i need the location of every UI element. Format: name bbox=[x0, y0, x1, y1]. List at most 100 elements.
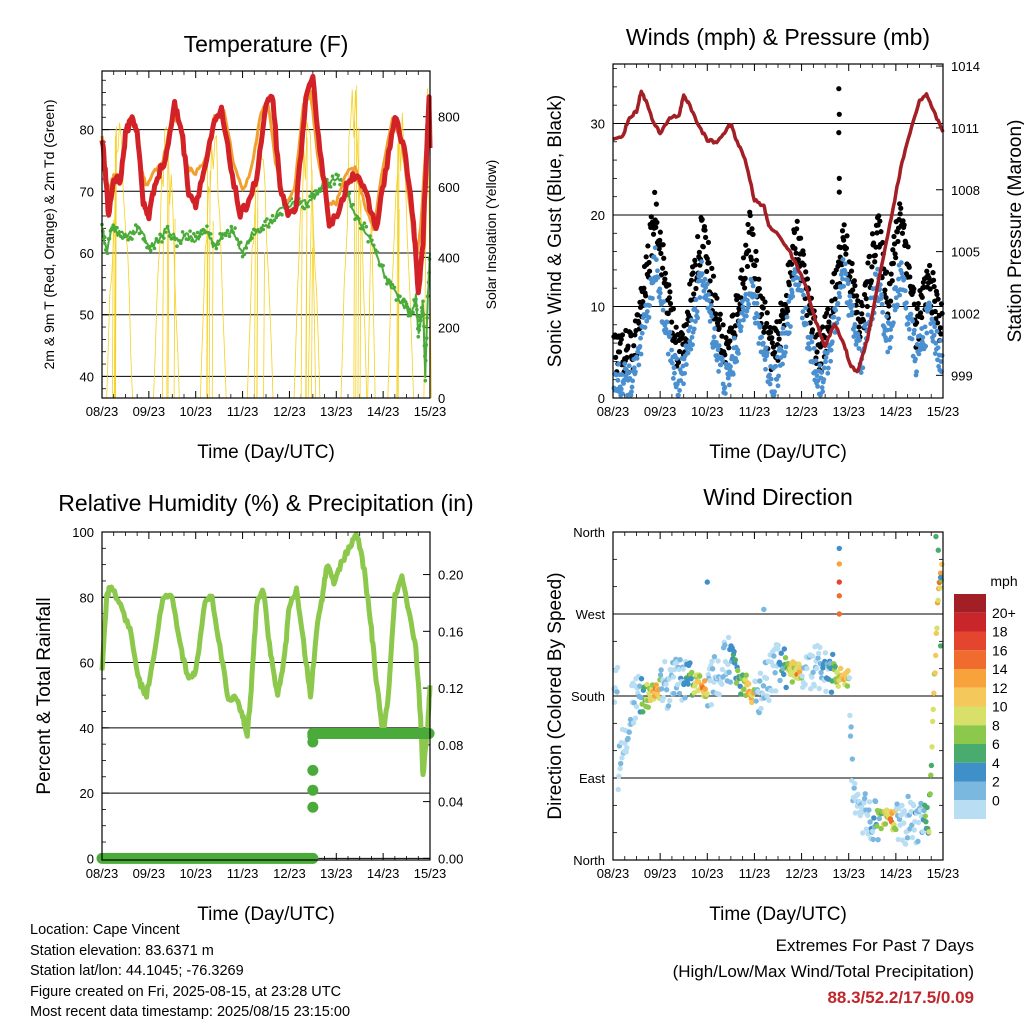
dewpoint-point bbox=[235, 237, 239, 241]
gust-series-point bbox=[880, 239, 886, 246]
gust-series-point bbox=[864, 303, 870, 310]
wind-series-point bbox=[702, 276, 708, 282]
temperature-y2tick-label: 200 bbox=[438, 321, 460, 336]
direction-point bbox=[830, 651, 836, 658]
wind-series-point bbox=[674, 356, 680, 361]
temperature-xtick-label: 14/23 bbox=[367, 404, 400, 419]
wind-series-point bbox=[857, 337, 862, 343]
solar-spike bbox=[115, 126, 117, 399]
wind-series-point bbox=[780, 325, 786, 331]
gust-series-point bbox=[890, 260, 897, 266]
dewpoint-point bbox=[261, 227, 265, 232]
wind-series-point bbox=[638, 335, 643, 341]
wind-series-point bbox=[638, 351, 644, 357]
speed-legend-swatch bbox=[954, 631, 986, 651]
dewpoint-point bbox=[332, 182, 337, 186]
wind_direction-title: Wind Direction bbox=[703, 484, 853, 510]
direction-point bbox=[709, 666, 716, 672]
direction-point bbox=[772, 670, 778, 676]
dewpoint-point bbox=[105, 251, 110, 256]
wind-series-point bbox=[893, 285, 899, 290]
gust-series-point bbox=[722, 352, 728, 358]
gust-series-point bbox=[753, 248, 759, 255]
dewpoint-point bbox=[186, 237, 191, 242]
dewpoint-point bbox=[229, 224, 234, 229]
direction-point bbox=[657, 672, 664, 678]
humidity-xlabel: Time (Day/UTC) bbox=[197, 904, 335, 925]
dewpoint-point bbox=[130, 237, 134, 241]
gust-series-point bbox=[635, 312, 641, 318]
dewpoint-point bbox=[139, 230, 144, 235]
dewpoint-point bbox=[182, 233, 187, 238]
gust-series-point bbox=[727, 338, 733, 344]
dewpoint-point bbox=[109, 227, 114, 232]
wind_direction-xtick-label: 13/23 bbox=[832, 866, 865, 881]
gust-series-point bbox=[804, 312, 810, 319]
gust-series-point bbox=[653, 224, 659, 230]
wind-series-point bbox=[790, 293, 796, 299]
direction-point bbox=[930, 706, 936, 713]
gust-series-point bbox=[661, 255, 667, 261]
wind-series-point bbox=[840, 257, 846, 262]
wind-series-point bbox=[916, 351, 922, 357]
dewpoint-point bbox=[143, 239, 147, 243]
temperature-xtick-label: 15/23 bbox=[414, 404, 447, 419]
wind-series-point bbox=[647, 303, 652, 308]
gust-series-point bbox=[899, 230, 906, 236]
gust-series-point bbox=[869, 231, 876, 237]
gust-series-point bbox=[707, 278, 713, 284]
humidity-y2tick-label: 0.00 bbox=[438, 851, 463, 866]
direction-point bbox=[617, 765, 623, 772]
wind-series-point bbox=[931, 332, 937, 338]
wind-series-point bbox=[891, 320, 896, 326]
dewpoint-point bbox=[177, 238, 181, 243]
dewpoint-point bbox=[280, 212, 284, 217]
gust-series-point bbox=[843, 251, 849, 257]
solar-spike bbox=[355, 85, 358, 399]
gust-series-point bbox=[699, 216, 705, 223]
direction-point bbox=[935, 597, 941, 604]
direction-point bbox=[928, 772, 934, 778]
direction-point bbox=[662, 658, 668, 665]
dewpoint-point bbox=[404, 302, 409, 306]
wind-series-point bbox=[716, 343, 722, 349]
winds-xtick-label: 09/23 bbox=[644, 404, 677, 419]
gust-series-point bbox=[861, 291, 868, 298]
wind-series-point bbox=[763, 366, 768, 372]
gust-series-point bbox=[848, 268, 855, 274]
wind-series-point bbox=[823, 355, 829, 360]
dewpoint-point bbox=[392, 285, 397, 290]
wind-series-point bbox=[858, 370, 864, 376]
direction-point bbox=[674, 681, 681, 688]
direction-point bbox=[899, 802, 905, 809]
wind-series-point bbox=[646, 315, 652, 320]
speed-legend-label: 2 bbox=[992, 774, 1000, 790]
solar-spike bbox=[300, 211, 303, 399]
wind-series-point bbox=[699, 271, 705, 277]
dewpoint-point bbox=[103, 235, 107, 240]
gust-series-point bbox=[851, 278, 857, 284]
direction-point bbox=[756, 709, 762, 716]
direction-point bbox=[832, 663, 838, 670]
wind-series-point bbox=[695, 315, 701, 321]
direction-point bbox=[858, 804, 865, 811]
dewpoint-point bbox=[319, 186, 324, 191]
gust-series-point bbox=[667, 289, 673, 295]
direction-point bbox=[937, 643, 944, 649]
gust-series-point bbox=[883, 294, 889, 301]
gust-series-point bbox=[887, 298, 894, 304]
dewpoint-point bbox=[220, 236, 224, 240]
dewpoint-point bbox=[192, 231, 196, 236]
wind-series-point bbox=[749, 279, 755, 285]
direction-point bbox=[835, 683, 841, 689]
gust-series-point bbox=[869, 264, 875, 270]
wind-series-point bbox=[763, 345, 769, 351]
wind-series-point bbox=[924, 330, 930, 336]
dewpoint-point bbox=[193, 234, 198, 239]
wind-series-point bbox=[840, 276, 845, 282]
direction-point bbox=[846, 675, 852, 681]
direction-point bbox=[719, 666, 726, 673]
direction-point bbox=[866, 799, 873, 805]
direction-point bbox=[616, 773, 622, 779]
direction-point bbox=[752, 678, 759, 685]
